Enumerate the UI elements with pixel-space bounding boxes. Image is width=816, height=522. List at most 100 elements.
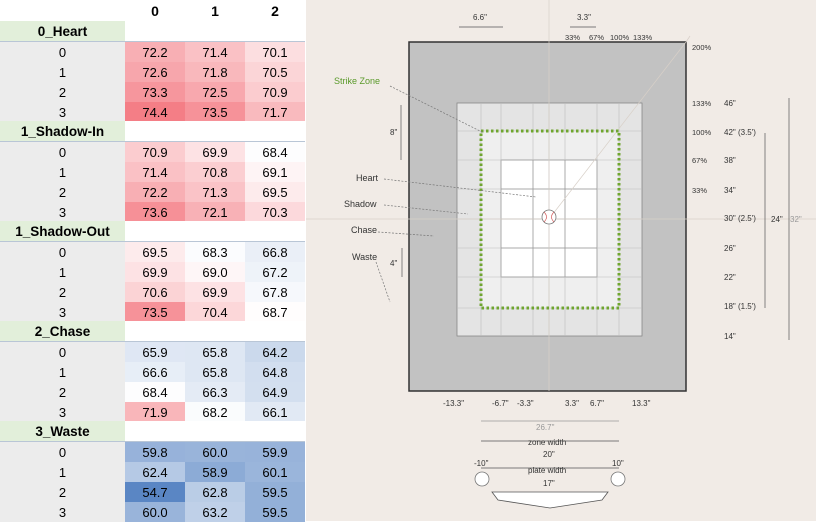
value-cell: 69.9: [185, 282, 245, 302]
value-cell: 71.9: [125, 402, 185, 422]
group-separator: [0, 41, 305, 42]
value-cell: 69.0: [185, 262, 245, 282]
left-baseball-icon: [474, 471, 490, 487]
row-index: 3: [0, 402, 125, 422]
right-pct-label: 33%: [692, 186, 707, 195]
group-title-blank: [125, 121, 305, 141]
chase-label: Chase: [351, 225, 377, 235]
row-index: 0: [0, 342, 125, 362]
value-cell: 73.5: [185, 102, 245, 122]
waste-label: Waste: [352, 252, 377, 262]
bottom-width-ticks: -13.3" -6.7" -3.3" 3.3" 6.7" 13.3": [443, 399, 651, 408]
value-cell: 71.8: [185, 62, 245, 82]
right-pct-label: 133%: [692, 99, 712, 108]
height-32-label: 32": [790, 215, 802, 224]
right-pct-label: 67%: [692, 156, 707, 165]
top-pct-133: 133%: [633, 33, 653, 42]
table-group: 1_Shadow-In 0 70.9 69.9 68.4 1 71.4 70.8 69.1 2 72…: [0, 121, 305, 222]
header-col-1: 1: [185, 0, 245, 21]
value-cell: 69.9: [185, 142, 245, 162]
table-group: 3_Waste 0 59.8 60.0 59.9 1 62.4 58.9 60.1 2 54.7 62…: [0, 421, 305, 522]
width-26-7-label: 26.7": [536, 423, 555, 432]
value-cell: 64.8: [245, 362, 305, 382]
value-cell: 67.8: [245, 282, 305, 302]
row-index: 1: [0, 162, 125, 182]
group-title-row: 1_Shadow-Out: [0, 221, 305, 241]
table-row: 0 72.2 71.4 70.1: [0, 42, 305, 62]
plate-left-10: -10": [474, 459, 489, 468]
group-title: 0_Heart: [0, 21, 125, 41]
table-row: 2 68.4 66.3 64.9: [0, 382, 305, 402]
right-inch-label: 42" (3.5'): [724, 128, 756, 137]
group-title: 1_Shadow-In: [0, 121, 125, 141]
row-index: 2: [0, 82, 125, 102]
right-pct-label: 100%: [692, 128, 712, 137]
value-cell: 74.4: [125, 102, 185, 122]
value-cell: 70.9: [245, 82, 305, 102]
group-separator: [0, 441, 305, 442]
plate-right-10: 10": [612, 459, 624, 468]
zone-width-label: zone width: [528, 438, 566, 447]
value-cell: 71.4: [125, 162, 185, 182]
header-index-cell: [0, 0, 125, 21]
bottom-tick-label: -13.3": [443, 399, 464, 408]
plate-width-label: plate width: [528, 466, 566, 475]
value-cell: 59.5: [245, 502, 305, 522]
table-group: 1_Shadow-Out 0 69.5 68.3 66.8 1 69.9 69.0 67.2 2 7…: [0, 221, 305, 322]
right-inch-label: 34": [724, 186, 736, 195]
value-cell: 58.9: [185, 462, 245, 482]
value-cell: 70.5: [245, 62, 305, 82]
group-title: 1_Shadow-Out: [0, 221, 125, 241]
row-index: 1: [0, 462, 125, 482]
zone-width-value: 20": [543, 450, 555, 459]
value-cell: 69.5: [245, 182, 305, 202]
group-title: 3_Waste: [0, 421, 125, 441]
top-pct-100: 100%: [610, 33, 630, 42]
top-pct-67: 67%: [589, 33, 604, 42]
bottom-tick-label: 13.3": [632, 399, 651, 408]
value-cell: 66.6: [125, 362, 185, 382]
right-inch-label: 14": [724, 332, 736, 341]
row-index: 0: [0, 42, 125, 62]
table-row: 2 70.6 69.9 67.8: [0, 282, 305, 302]
baseball-icon: [541, 209, 557, 225]
table-row: 3 71.9 68.2 66.1: [0, 402, 305, 422]
table-row: 1 66.6 65.8 64.8: [0, 362, 305, 382]
group-title-row: 2_Chase: [0, 321, 305, 341]
row-index: 3: [0, 302, 125, 322]
table-row: 1 72.6 71.8 70.5: [0, 62, 305, 82]
row-index: 2: [0, 182, 125, 202]
value-cell: 70.1: [245, 42, 305, 62]
row-index: 0: [0, 142, 125, 162]
row-index: 0: [0, 442, 125, 462]
bottom-tick-label: 6.7": [590, 399, 604, 408]
value-cell: 60.0: [185, 442, 245, 462]
group-separator: [0, 141, 305, 142]
value-cell: 70.4: [185, 302, 245, 322]
value-cell: 64.2: [245, 342, 305, 362]
home-plate-icon: [491, 491, 609, 509]
bottom-tick-label: -3.3": [517, 399, 534, 408]
table-row: 1 69.9 69.0 67.2: [0, 262, 305, 282]
table-header-row: 0 1 2: [0, 0, 305, 21]
right-dimension-marks: [764, 98, 790, 340]
strike-zone-svg: Strike Zone Heart Shadow Chase Waste 6.6…: [306, 0, 816, 521]
table-group: 2_Chase 0 65.9 65.8 64.2 1 66.6 65.8 64.8 2 68.4 66…: [0, 321, 305, 422]
right-inch-label: 30" (2.5'): [724, 214, 756, 223]
value-cell: 69.1: [245, 162, 305, 182]
value-cell: 60.1: [245, 462, 305, 482]
value-cell: 71.3: [185, 182, 245, 202]
value-cell: 65.8: [185, 362, 245, 382]
value-cell: 72.1: [185, 202, 245, 222]
value-cell: 63.2: [185, 502, 245, 522]
value-cell: 69.5: [125, 242, 185, 262]
table-row: 1 62.4 58.9 60.1: [0, 462, 305, 482]
value-cell: 72.6: [125, 62, 185, 82]
value-cell: 64.9: [245, 382, 305, 402]
value-cell: 69.9: [125, 262, 185, 282]
left-dim-8: 8": [390, 128, 397, 137]
value-cell: 59.9: [245, 442, 305, 462]
table-row: 3 60.0 63.2 59.5: [0, 502, 305, 522]
value-cell: 67.2: [245, 262, 305, 282]
value-cell: 68.3: [185, 242, 245, 262]
